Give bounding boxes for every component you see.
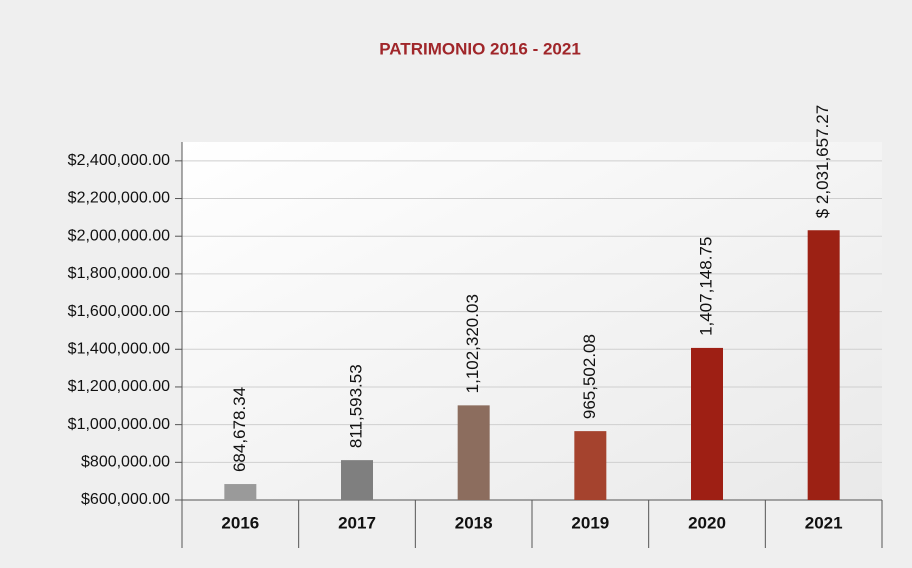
bar	[807, 230, 840, 500]
bar	[341, 460, 373, 500]
bar	[574, 431, 607, 500]
y-tick-label: $2,000,000.00	[68, 227, 170, 244]
x-tick-label: 2017	[338, 513, 376, 532]
y-tick-label: $1,400,000.00	[68, 340, 170, 357]
plot-area	[182, 142, 882, 500]
x-tick-label: 2018	[455, 513, 493, 532]
y-tick-label: $2,200,000.00	[68, 190, 170, 207]
bar	[457, 405, 490, 500]
y-tick-label: $2,400,000.00	[68, 152, 170, 169]
value-label: 1,102,320.03	[463, 294, 482, 393]
value-label: 1,407,148.75	[696, 237, 715, 336]
x-tick-label: 2016	[221, 513, 259, 532]
y-tick-label: $1,800,000.00	[68, 265, 170, 282]
value-label: 684,678.34	[230, 387, 249, 472]
x-tick-label: 2019	[571, 513, 609, 532]
y-tick-label: $1,200,000.00	[68, 378, 170, 395]
y-tick-label: $800,000.00	[81, 454, 170, 471]
bar	[224, 484, 257, 500]
bar	[691, 347, 723, 500]
value-label: 811,593.53	[346, 364, 365, 448]
chart-title: PATRIMONIO 2016 - 2021	[379, 39, 581, 58]
x-tick-label: 2020	[688, 513, 726, 532]
x-tick-label: 2021	[805, 513, 843, 532]
y-tick-label: $1,000,000.00	[68, 416, 170, 433]
y-tick-label: $1,600,000.00	[68, 303, 170, 320]
value-label: 965,502.08	[580, 334, 599, 419]
y-tick-label: $600,000.00	[81, 491, 170, 508]
value-label: $ 2,031,657.27	[813, 105, 832, 218]
